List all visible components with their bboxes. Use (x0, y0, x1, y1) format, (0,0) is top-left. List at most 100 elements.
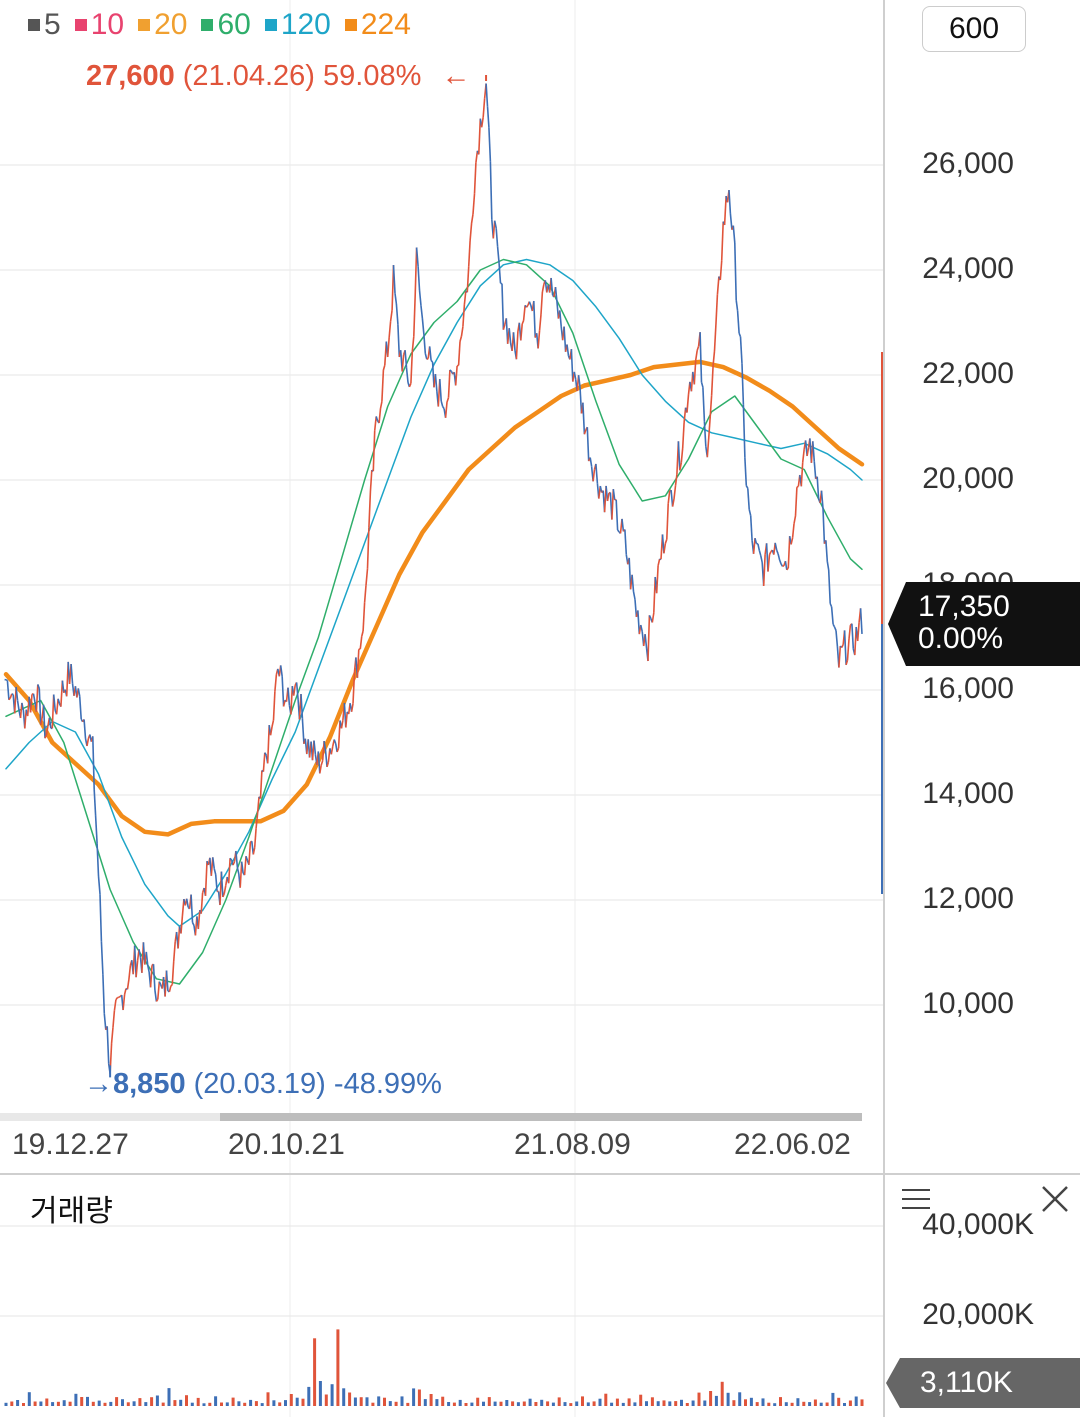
price-segment (583, 429, 587, 435)
price-segment (42, 704, 46, 739)
price-segment (741, 363, 745, 405)
price-segment (482, 98, 486, 118)
price-segment (681, 422, 685, 449)
legend-swatch (201, 19, 214, 31)
price-segment (359, 636, 363, 649)
volume-bar (289, 1394, 293, 1406)
price-segment (420, 305, 424, 319)
price-segment (99, 894, 103, 942)
price-segment (541, 284, 545, 293)
price-segment (149, 965, 153, 988)
volume-bar (115, 1397, 119, 1406)
price-segment (696, 345, 700, 351)
close-icon[interactable] (1040, 1184, 1070, 1214)
price-segment (573, 371, 577, 380)
price-segment (324, 751, 328, 767)
price-segment (767, 554, 771, 572)
price-segment (112, 1010, 116, 1028)
price-segment (245, 855, 249, 861)
price-segment (281, 676, 285, 707)
volume-bar (714, 1395, 718, 1406)
price-segment (612, 488, 616, 501)
price-segment (592, 469, 596, 482)
volume-bar (627, 1398, 631, 1406)
volume-bar (662, 1400, 666, 1406)
price-segment (39, 718, 43, 726)
price-segment (816, 476, 820, 499)
price-segment (709, 395, 713, 417)
volume-bar (540, 1399, 544, 1406)
price-segment (181, 899, 185, 917)
price-segment (856, 622, 860, 642)
price-segment (489, 161, 493, 220)
price-segment (363, 585, 367, 603)
price-segment (579, 386, 583, 414)
volume-bar (33, 1401, 37, 1406)
menu-icon[interactable] (900, 1184, 932, 1214)
price-segment (729, 213, 733, 230)
y-tick-label: 20,000 (922, 462, 1014, 495)
legend-item-ma-5: 5 (28, 8, 61, 42)
y-tick-label: 24,000 (922, 252, 1014, 285)
price-segment (664, 539, 668, 544)
price-segment (631, 574, 635, 592)
volume-bar (493, 1401, 497, 1406)
volume-bar (313, 1338, 317, 1406)
price-segment (408, 383, 412, 388)
volume-bar (91, 1401, 95, 1406)
price-segment (637, 610, 641, 635)
price-segment (282, 699, 286, 707)
price-segment (493, 220, 497, 229)
volume-bar (633, 1402, 637, 1406)
price-segment (424, 353, 428, 360)
price-segment (454, 365, 458, 386)
price-segment (434, 374, 438, 392)
price-segment (640, 624, 643, 632)
price-segment (728, 190, 732, 214)
zoom-period-button[interactable]: 600 (922, 6, 1026, 52)
price-segment (806, 447, 810, 457)
price-segment (158, 981, 162, 985)
price-segment (271, 720, 275, 727)
y-tick-label: 10,000 (922, 987, 1014, 1020)
price-segment (365, 568, 369, 586)
volume-bar (342, 1388, 346, 1406)
price-segment (467, 240, 471, 267)
volume-bar (843, 1403, 846, 1406)
volume-bar (569, 1403, 573, 1406)
price-segment (190, 894, 194, 923)
price-segment (138, 949, 142, 958)
price-segment (485, 83, 489, 107)
price-segment (611, 489, 615, 520)
price-segment (673, 485, 677, 500)
price-segment (204, 861, 208, 896)
price-segment (570, 349, 574, 382)
legend-label: 5 (44, 8, 61, 41)
volume-bar (534, 1402, 538, 1406)
volume-title: 거래량 (30, 1195, 113, 1228)
price-segment (671, 498, 675, 507)
price-segment (822, 508, 826, 544)
legend-item-ma-120: 120 (264, 8, 331, 42)
price-segment (533, 300, 536, 338)
volume-bar (377, 1396, 381, 1406)
volume-bar (266, 1392, 270, 1406)
price-segment (392, 265, 396, 294)
price-segment (456, 364, 459, 367)
current-volume-badge: 3,110K (886, 1358, 1080, 1408)
price-segment (501, 283, 505, 330)
price-segment (301, 718, 305, 744)
volume-bar (703, 1400, 707, 1406)
price-segment (32, 693, 36, 703)
price-segment (713, 322, 717, 352)
price-segment (462, 304, 466, 327)
volume-bar (284, 1400, 287, 1406)
price-segment (699, 332, 703, 383)
volume-bar (307, 1386, 311, 1406)
ma-120-line (5, 258, 863, 928)
price-segment (703, 421, 707, 447)
legend-item-ma-10: 10 (74, 8, 124, 42)
volume-bar (225, 1402, 229, 1406)
price-segment (446, 397, 450, 403)
